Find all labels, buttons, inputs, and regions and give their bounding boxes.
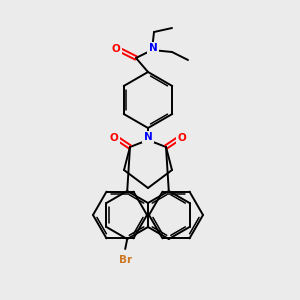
Text: N: N [148, 43, 158, 53]
Text: N: N [144, 132, 152, 142]
Text: O: O [112, 44, 120, 54]
Text: O: O [110, 133, 118, 143]
Text: O: O [178, 133, 186, 143]
Text: Br: Br [119, 255, 132, 265]
